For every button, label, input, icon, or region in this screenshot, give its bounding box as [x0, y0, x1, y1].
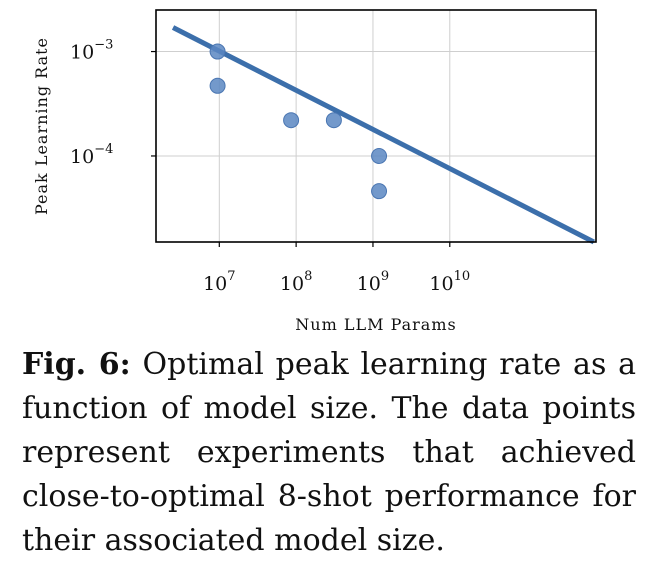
plot-frame: [155, 9, 597, 243]
y-tick-label-1: 10−4: [70, 142, 113, 168]
x-tick-labels: 107 108 109 1010: [203, 242, 470, 295]
data-point-2: [283, 112, 300, 129]
x-tick-label-2: 109: [357, 269, 389, 295]
data-point-4: [371, 147, 388, 164]
y-tick-labels: 10−3 10−4: [70, 38, 156, 168]
data-point-1: [209, 77, 226, 94]
fit-line: [171, 25, 595, 245]
x-tick-label-0: 107: [203, 269, 235, 295]
figure: 107 108 109 1010 10−3 10−4 Num LLM Params Pe…: [32, 9, 597, 334]
y-axis-title: Peak Learning Rate: [32, 37, 51, 215]
data-point-3: [325, 112, 342, 129]
x-tick-label-1: 108: [280, 269, 312, 295]
caption-text: Optimal peak learning rate as a function…: [22, 347, 636, 558]
data-points: [209, 43, 388, 200]
figure-caption: Fig. 6: Optimal peak learning rate as a …: [22, 343, 636, 563]
x-axis-title: Num LLM Params: [295, 315, 456, 334]
data-point-0: [209, 43, 226, 60]
fit-line-layer: [171, 25, 595, 245]
scatter-chart: 107 108 109 1010 10−3 10−4 Num LLM Params Pe…: [32, 9, 597, 334]
data-point-5: [371, 183, 388, 200]
caption-label: Fig. 6:: [22, 347, 131, 382]
x-tick-label-3: 1010: [429, 269, 470, 295]
y-tick-label-0: 10−3: [70, 38, 113, 64]
